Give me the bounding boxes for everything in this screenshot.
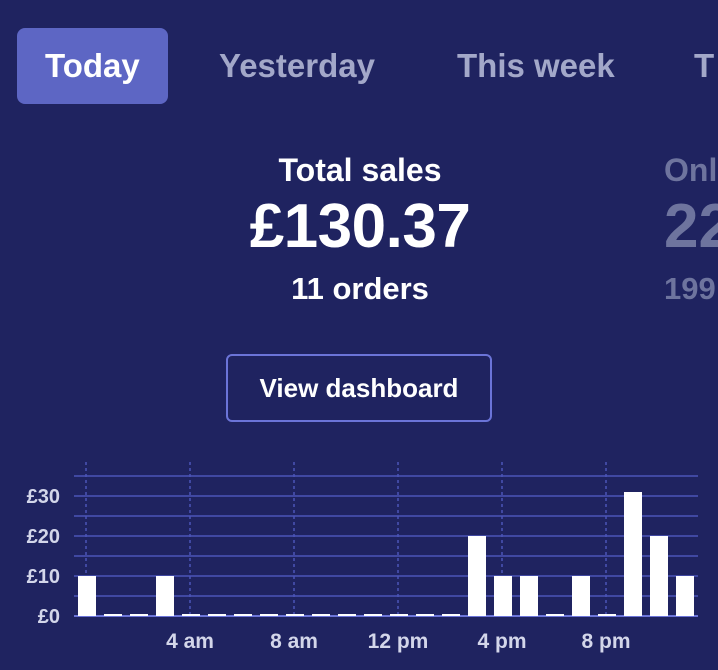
bar (364, 614, 382, 616)
x-tick-label: 8 am (270, 630, 318, 653)
view-dashboard-button[interactable]: View dashboard (226, 354, 492, 422)
bar (598, 614, 616, 616)
bar (130, 614, 148, 616)
y-tick-label: £20 (27, 526, 60, 548)
bar (286, 614, 304, 616)
period-tabs: Today Yesterday This week T (0, 28, 718, 104)
bar (338, 614, 356, 616)
y-tick-label: £10 (27, 566, 60, 588)
total-sales-summary: Total sales £130.37 11 orders (200, 140, 520, 307)
bar (546, 614, 564, 616)
bar (416, 614, 434, 616)
bar (182, 614, 200, 616)
x-tick-label: 8 pm (581, 630, 630, 653)
online-sales-amount: 22 (664, 192, 718, 261)
tab-this-week[interactable]: This week (457, 47, 615, 84)
tab-today[interactable]: Today (17, 28, 168, 104)
online-sales-orders: 199 (664, 271, 716, 306)
hourly-sales-chart: £0 £10 £20 £30 4 am 8 am 12 pm 4 pm 8 pm (27, 462, 698, 653)
bar (208, 614, 226, 616)
online-sales-summary-partial: Onl 22 199 (664, 140, 718, 307)
bar (676, 576, 694, 616)
online-sales-label: Onl (664, 152, 718, 188)
bar (572, 576, 590, 616)
total-sales-amount: £130.37 (249, 192, 471, 261)
tab-partial[interactable]: T (694, 47, 715, 84)
bar (494, 576, 512, 616)
bar (234, 614, 252, 616)
bar (312, 614, 330, 616)
bar (78, 576, 96, 616)
bar (650, 536, 668, 616)
order-count: 11 orders (291, 271, 429, 306)
bar (468, 536, 486, 616)
y-tick-label: £30 (27, 486, 60, 508)
x-tick-label: 12 pm (368, 630, 429, 653)
bar (520, 576, 538, 616)
bar (156, 576, 174, 616)
total-sales-label: Total sales (278, 152, 442, 188)
bar (260, 614, 278, 616)
x-tick-label: 4 pm (477, 630, 526, 653)
bar (624, 492, 642, 616)
y-tick-label: £0 (38, 606, 60, 628)
tab-yesterday[interactable]: Yesterday (219, 47, 375, 84)
bar (104, 614, 122, 616)
bar (442, 614, 460, 616)
x-tick-label: 4 am (166, 630, 214, 653)
bar (390, 614, 408, 616)
